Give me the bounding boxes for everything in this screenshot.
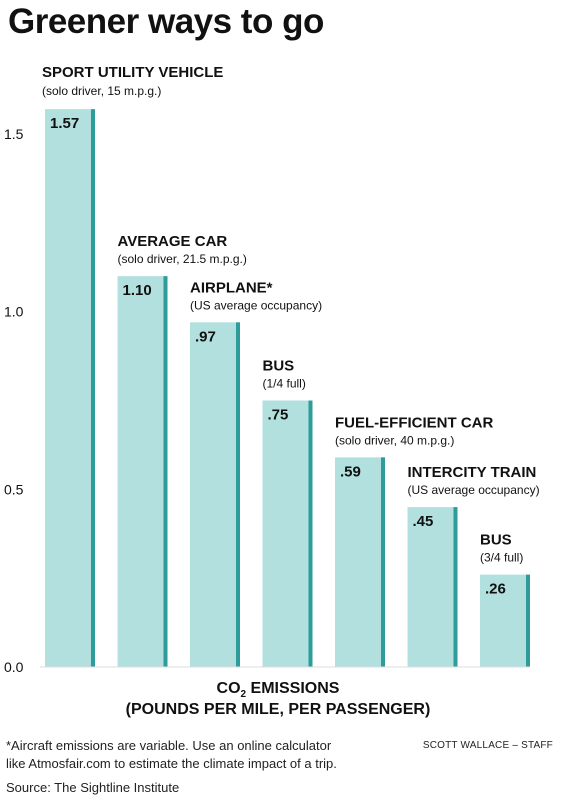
bar-value-label: .97: [195, 328, 216, 345]
x-axis-title-line1: CO2 EMISSIONS: [217, 680, 340, 700]
category-label: AVERAGE CAR: [118, 233, 228, 250]
bar-chart: 0.0 0.5 1.0 1.5 1.57 1.10 .97 .75 .59 .45 .26 SPO…: [4, 64, 540, 718]
category-subtitle: (solo driver, 40 m.p.g.): [335, 433, 454, 447]
x-axis-title-line2: (POUNDS PER MILE, PER PASSENGER): [126, 701, 431, 718]
bar: [407, 507, 454, 667]
footnote-line1: *Aircraft emissions are variable. Use an…: [6, 738, 332, 753]
category-label: BUS: [263, 358, 295, 375]
category-subtitle: (solo driver, 21.5 m.p.g.): [118, 252, 247, 266]
bar: [335, 457, 381, 667]
bar-shadow: [236, 322, 240, 667]
bar-shadow: [308, 400, 313, 667]
category-label: FUEL-EFFICIENT CAR: [335, 414, 493, 431]
category-label: SPORT UTILITY VEHICLE: [42, 64, 223, 81]
bar: [117, 276, 164, 667]
credit: SCOTT WALLACE – STAFF: [422, 740, 553, 751]
bar-value-label: .59: [340, 463, 361, 480]
y-tick-label: 1.0: [4, 304, 24, 320]
source: Source: The Sightline Institute: [6, 780, 180, 795]
bar: [480, 574, 526, 667]
footnote-line2: like Atmosfair.com to estimate the clima…: [6, 756, 337, 771]
y-tick-label: 0.5: [4, 481, 24, 497]
category-labels: SPORT UTILITY VEHICLE (solo driver, 15 m.…: [42, 64, 540, 564]
bar-shadow: [453, 507, 458, 667]
bar: [45, 109, 91, 668]
y-tick-label: 0.0: [4, 659, 24, 675]
category-subtitle: (3/4 full): [480, 551, 523, 565]
category-subtitle: (solo driver, 15 m.p.g.): [42, 84, 161, 98]
bar-shadow: [526, 574, 530, 667]
y-axis: 0.0 0.5 1.0 1.5: [4, 126, 24, 675]
bar-value-label: .26: [485, 581, 506, 598]
bar: [190, 322, 236, 667]
bar: [262, 400, 309, 667]
bars: 1.57 1.10 .97 .75 .59 .45 .26: [40, 109, 530, 668]
category-label: BUS: [480, 532, 512, 549]
bar-value-label: 1.10: [123, 282, 152, 299]
chart-title: Greener ways to go: [8, 2, 324, 41]
bar-shadow: [163, 276, 168, 667]
bar-value-label: 1.57: [50, 115, 79, 132]
category-subtitle: (US average occupancy): [190, 298, 322, 312]
bar-value-label: .75: [268, 407, 289, 424]
bar-shadow: [381, 457, 385, 667]
category-label: INTERCITY TRAIN: [408, 464, 537, 481]
category-subtitle: (1/4 full): [263, 377, 306, 391]
bar-shadow: [91, 109, 95, 668]
bar-value-label: .45: [413, 513, 434, 530]
y-tick-label: 1.5: [4, 126, 24, 142]
category-subtitle: (US average occupancy): [408, 483, 540, 497]
category-label: AIRPLANE*: [190, 279, 273, 296]
